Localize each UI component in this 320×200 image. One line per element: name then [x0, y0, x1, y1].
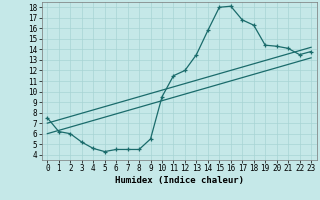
X-axis label: Humidex (Indice chaleur): Humidex (Indice chaleur) [115, 176, 244, 185]
